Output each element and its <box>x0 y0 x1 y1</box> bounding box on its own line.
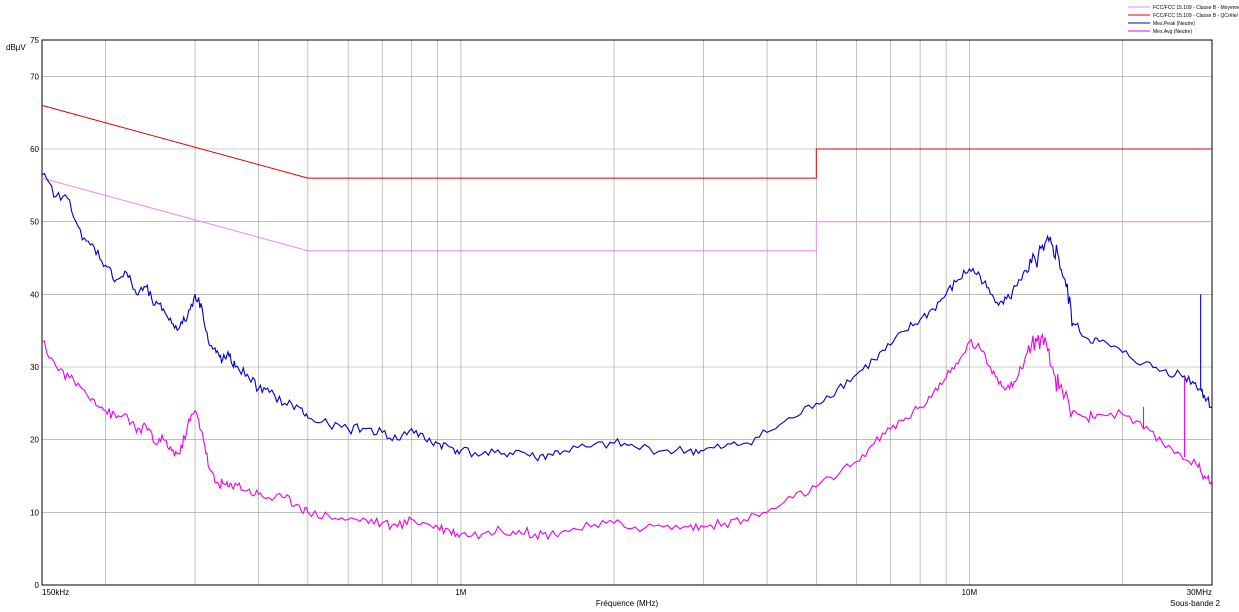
series-line <box>41 104 1212 179</box>
y-tick-label: 60 <box>30 145 39 154</box>
y-tick-label: 30 <box>30 363 39 372</box>
series-line <box>41 332 1213 541</box>
series-lines <box>41 104 1213 541</box>
y-axis-label: dBµV <box>6 43 26 52</box>
x-tick-label: 150kHz <box>42 588 69 597</box>
x-axis-tick-labels: 150kHz 1M 10M 30MHz <box>42 588 1212 597</box>
x-tick-label: 30MHz <box>1187 588 1212 597</box>
y-tick-label: 40 <box>30 290 39 299</box>
legend-entry: FCC/FCC 15.109 - Classe B - QCrête/ <box>1153 13 1239 19</box>
y-axis-tick-labels: 0 10 20 30 40 50 60 70 75 <box>30 36 39 590</box>
subband-label: Sous-bande 2 <box>1170 599 1220 608</box>
legend-entry: Mes.Peak (Neutre) <box>1153 21 1195 27</box>
series-line <box>41 177 1212 252</box>
legend-entry: FCC/FCC 15.109 - Classe B - Moyenne/ <box>1153 5 1239 11</box>
legend: FCC/FCC 15.109 - Classe B - Moyenne/FCC/… <box>1128 5 1239 35</box>
y-tick-label: 0 <box>35 581 40 590</box>
y-tick-label: 20 <box>30 436 39 445</box>
y-tick-label: 75 <box>30 36 39 45</box>
y-tick-label: 70 <box>30 72 39 81</box>
series-line <box>41 172 1213 462</box>
legend-entry: Mes.Avg (Neutre) <box>1153 29 1192 35</box>
x-tick-label: 1M <box>455 588 466 597</box>
y-tick-label: 10 <box>30 508 39 517</box>
y-tick-label: 50 <box>30 218 39 227</box>
plot-area-frame <box>41 39 1213 586</box>
x-tick-label: 10M <box>962 588 978 597</box>
x-axis-label: Fréquence (MHz) <box>596 599 659 608</box>
